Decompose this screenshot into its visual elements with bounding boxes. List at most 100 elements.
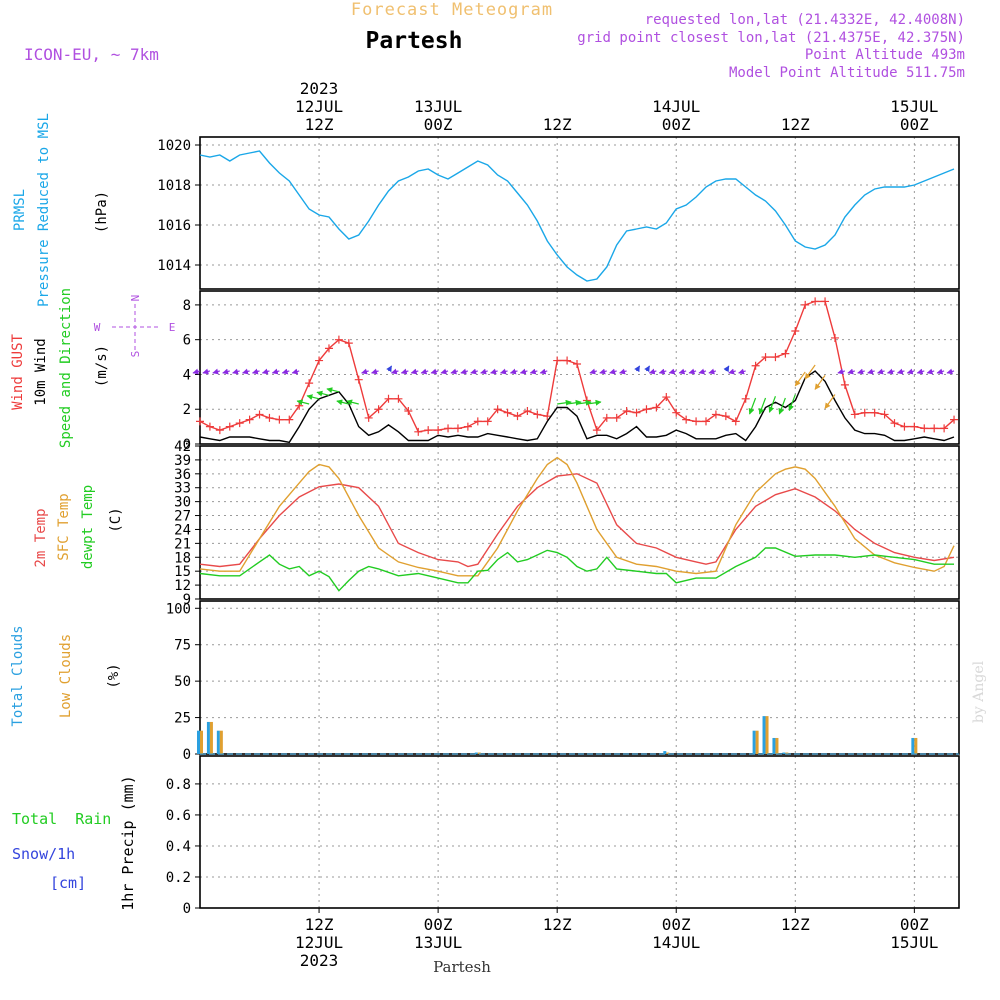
total-clouds-label: Total Clouds xyxy=(10,625,26,726)
temp-unit: (C) xyxy=(108,507,124,532)
x-tick-label-top: 12Z xyxy=(305,115,334,134)
y-tick-label: 100 xyxy=(166,601,191,617)
y-tick-label: 2 xyxy=(183,402,191,418)
wind-direction-arrow xyxy=(576,399,592,406)
wind-direction-arrow xyxy=(450,368,459,375)
x-tick-label-bottom: 12Z xyxy=(305,915,334,934)
gust-point-marker xyxy=(324,344,333,353)
gust-point-marker xyxy=(513,412,522,421)
gust-point-marker xyxy=(622,406,631,415)
wind-direction-arrow xyxy=(480,368,488,375)
x-tick-label-bottom: 12Z xyxy=(781,915,810,934)
wind-direction-arrow xyxy=(738,368,746,375)
gust-point-marker xyxy=(702,417,710,426)
gust-point-marker xyxy=(870,408,879,417)
y-tick-label: 33 xyxy=(174,481,191,497)
wind-direction-arrow xyxy=(778,397,786,415)
cloud-bar-low-clouds xyxy=(209,721,213,754)
cloud-bar-total-clouds xyxy=(911,737,915,754)
series-line-10m-wind xyxy=(199,370,955,444)
y-tick-label: 1018 xyxy=(157,178,191,194)
wind-direction-arrow xyxy=(847,368,855,375)
y-tick-label: 42 xyxy=(174,439,191,455)
wind-direction-arrow xyxy=(619,368,627,375)
wind-direction-arrow xyxy=(748,397,757,415)
y-tick-label: 27 xyxy=(174,509,191,525)
y-tick-label: 12 xyxy=(174,578,191,594)
snow-label: Snow/1h xyxy=(12,845,75,863)
wind-direction-arrow xyxy=(688,368,697,375)
wind-direction-arrow xyxy=(386,365,393,373)
gust-point-marker xyxy=(285,415,294,424)
gust-point-marker xyxy=(612,413,621,422)
precip-unit: 1hr Precip (mm) xyxy=(119,775,137,910)
x-tick-label-top: 00Z xyxy=(662,115,691,134)
gust-point-marker xyxy=(404,406,413,415)
gust-point-marker xyxy=(434,426,443,435)
series-line-2m-temp xyxy=(199,473,955,568)
wind-10m-label: 10m Wind xyxy=(33,338,49,405)
cloud-bar-total-clouds xyxy=(206,721,210,754)
y-tick-label: 0.2 xyxy=(166,870,191,886)
wind-direction-arrow xyxy=(202,368,211,375)
x-tick-label-top: 00Z xyxy=(424,115,453,134)
grid-point-coords: grid point closest lon,lat (21.4375E, 42… xyxy=(577,30,965,46)
wind-direction-arrow xyxy=(509,368,518,375)
series-line-sfc-temp xyxy=(199,456,955,577)
wind-direction-arrow xyxy=(242,368,250,375)
point-altitude: Point Altitude 493m xyxy=(805,47,965,63)
wind-direction-arrow xyxy=(222,368,230,375)
wind-direction-arrow xyxy=(261,368,270,375)
wind-direction-arrow xyxy=(824,394,836,410)
gust-point-marker xyxy=(315,356,324,365)
gust-point-marker xyxy=(553,356,562,365)
wind-direction-arrow xyxy=(926,368,935,375)
wind-direction-arrow xyxy=(668,368,677,375)
wind-direction-arrow xyxy=(678,368,687,375)
temp-sfc-label: SFC Temp xyxy=(56,493,72,560)
gust-point-marker xyxy=(344,339,353,348)
cloud-bar-low-clouds xyxy=(775,737,779,754)
gust-point-marker xyxy=(672,408,681,417)
gust-point-marker xyxy=(682,415,691,424)
panel-frame-precipitation xyxy=(199,755,960,909)
x-tick-label-bottom: 00Z xyxy=(424,915,453,934)
wind-direction-arrow xyxy=(877,368,885,375)
y-tick-label: 39 xyxy=(174,453,191,469)
wind-direction-arrow xyxy=(371,368,379,375)
wind-direction-arrow xyxy=(886,368,895,375)
x-tick-label-top: 15JUL xyxy=(890,97,938,116)
wind-direction-arrow xyxy=(634,365,641,373)
x-tick-label-top: 2023 xyxy=(300,79,339,98)
wind-direction-arrow xyxy=(470,368,478,375)
y-tick-label: 0.4 xyxy=(166,839,191,855)
y-tick-label: 0.8 xyxy=(166,777,191,793)
gust-point-marker xyxy=(900,422,909,431)
cloud-bar-low-clouds xyxy=(914,737,918,754)
wind-direction-arrow xyxy=(251,368,260,375)
wind-direction-arrow xyxy=(557,399,572,406)
wind-direction-arrow xyxy=(814,375,826,390)
gust-point-marker xyxy=(632,408,641,417)
cloud-bar-total-clouds xyxy=(197,730,200,754)
wind-direction-arrow xyxy=(529,368,538,375)
gust-point-marker xyxy=(424,426,433,435)
cloud-bar-low-clouds xyxy=(477,752,481,754)
x-tick-label-bottom: 00Z xyxy=(662,915,691,934)
gust-point-marker xyxy=(940,424,949,433)
series-layer xyxy=(192,150,959,909)
cloud-bar-low-clouds xyxy=(200,730,203,754)
gust-point-marker xyxy=(364,413,373,422)
gust-point-marker xyxy=(334,335,343,344)
cloud-bar-total-clouds xyxy=(752,730,756,754)
gust-point-marker xyxy=(791,326,800,335)
gust-point-marker xyxy=(493,405,502,414)
y-tick-label: 24 xyxy=(174,522,191,538)
gust-point-marker xyxy=(255,410,264,419)
y-tick-label: 0.6 xyxy=(166,808,191,824)
cloud-bar-total-clouds xyxy=(663,751,667,754)
wind-direction-arrow xyxy=(758,397,767,415)
page-title: Partesh xyxy=(366,28,463,54)
gust-point-marker xyxy=(592,426,601,435)
gust-point-marker xyxy=(830,333,839,342)
